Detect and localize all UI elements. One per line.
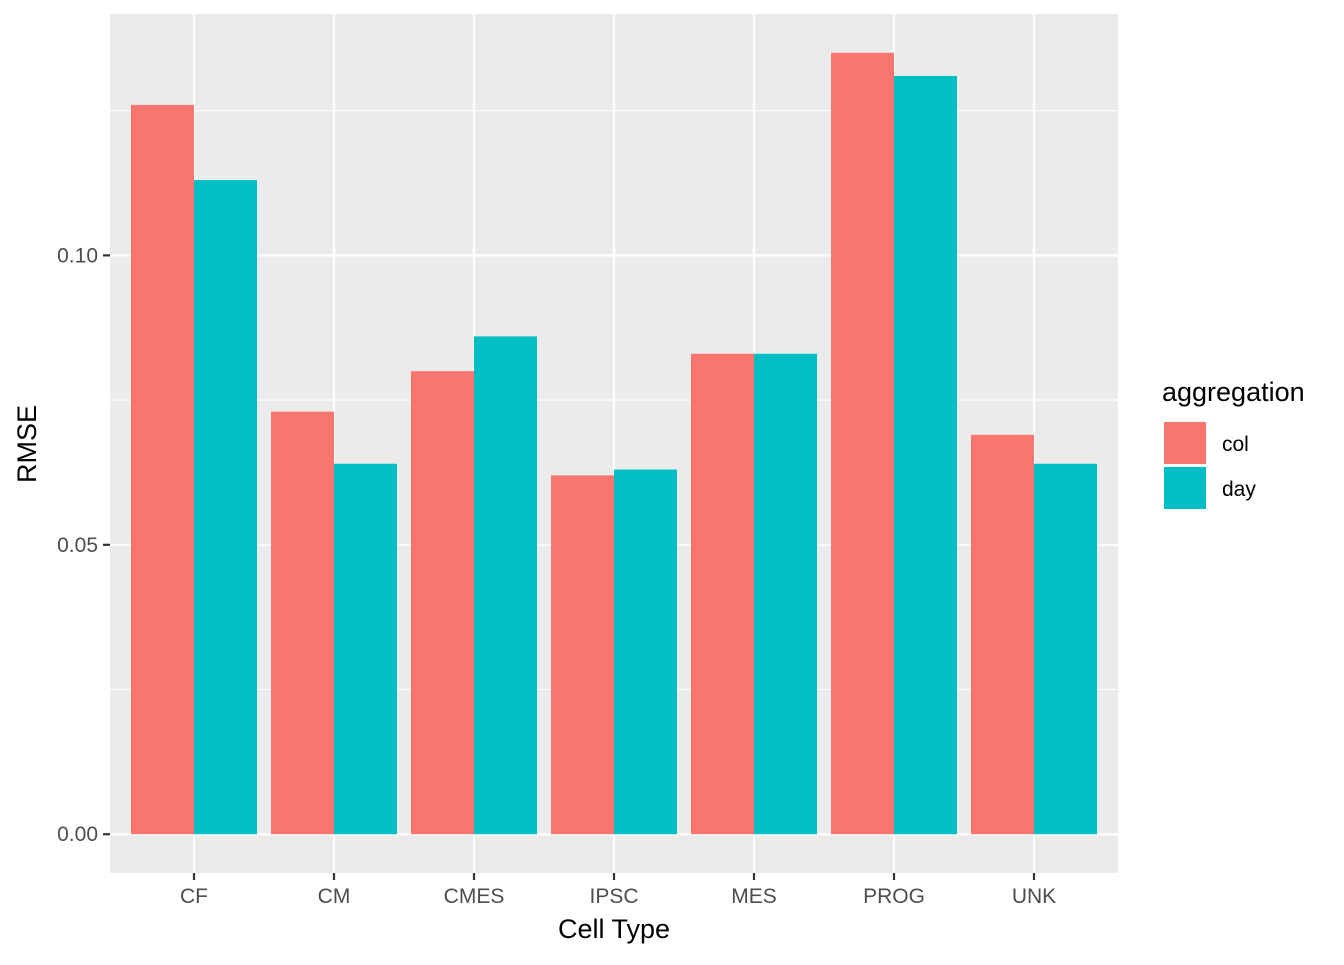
x-tick-label: CMES xyxy=(444,885,505,908)
bar-unk-day xyxy=(1034,463,1097,835)
legend-label-col: col xyxy=(1222,433,1249,456)
x-tick-label: CM xyxy=(318,885,351,908)
y-axis-title: RMSE xyxy=(12,405,42,483)
bar-prog-day xyxy=(894,75,957,835)
x-tick-label: PROG xyxy=(863,885,925,908)
bar-prog-col xyxy=(831,52,894,835)
bar-cm-day xyxy=(334,463,397,835)
x-tick-label: IPSC xyxy=(589,885,638,908)
legend-swatch-day xyxy=(1164,467,1206,509)
bar-cm-col xyxy=(271,411,334,835)
bar-unk-col xyxy=(971,434,1034,835)
bar-mes-day xyxy=(754,353,817,835)
bar-cmes-col xyxy=(411,371,474,835)
legend-swatch-col xyxy=(1164,422,1206,464)
bars xyxy=(131,52,1097,835)
x-axis-title: Cell Type xyxy=(558,914,670,944)
bar-cmes-day xyxy=(474,336,537,835)
bar-ipsc-col xyxy=(551,475,614,835)
x-tick-label: CF xyxy=(180,885,208,908)
axes: 0.00 0.05 0.10 CF CM CMES IPSC MES PROG UNK xyxy=(57,244,1056,908)
bar-cf-day xyxy=(194,180,257,835)
y-tick-label: 0.00 xyxy=(57,823,98,846)
y-tick-label: 0.05 xyxy=(57,534,98,557)
legend-label-day: day xyxy=(1222,478,1256,501)
x-tick-label: MES xyxy=(731,885,777,908)
x-tick-label: UNK xyxy=(1012,885,1056,908)
legend: aggregation col day xyxy=(1162,377,1305,509)
bar-mes-col xyxy=(691,353,754,835)
bar-ipsc-day xyxy=(614,469,677,835)
y-tick-label: 0.10 xyxy=(57,244,98,267)
bar-cf-col xyxy=(131,104,194,835)
legend-title: aggregation xyxy=(1162,377,1305,407)
